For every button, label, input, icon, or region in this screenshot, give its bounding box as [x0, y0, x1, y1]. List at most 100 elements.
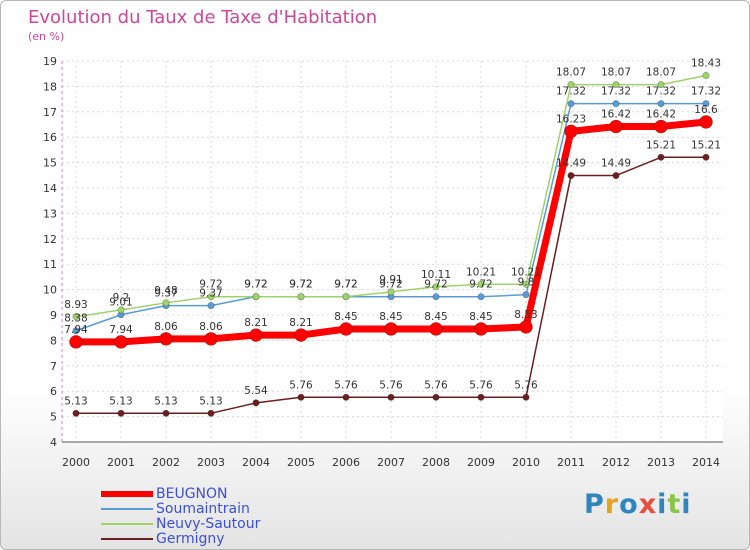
- data-label-neuvy-sautour: 9.48: [154, 285, 177, 297]
- y-tick-label: 8: [50, 334, 57, 347]
- data-point-germigny: [612, 172, 620, 180]
- y-tick-label: 17: [43, 106, 57, 119]
- data-label-neuvy-sautour: 9.91: [379, 274, 402, 286]
- data-point-soumaintrain: [477, 293, 485, 301]
- data-label-beugnon: 8.53: [514, 309, 537, 321]
- data-label-soumaintrain: 9.72: [244, 279, 267, 291]
- data-label-beugnon: 16.6: [694, 104, 718, 116]
- data-label-neuvy-sautour: 10.21: [511, 266, 541, 278]
- data-label-soumaintrain: 9.72: [469, 279, 492, 291]
- data-label-germigny: 5.76: [289, 379, 313, 391]
- data-label-beugnon: 8.21: [244, 317, 267, 329]
- legend-label: Neuvy-Sautour: [156, 516, 261, 532]
- data-point-germigny: [252, 399, 260, 407]
- x-tick-label: 2008: [422, 456, 450, 469]
- data-point-neuvy-sautour: [657, 81, 665, 89]
- data-point-soumaintrain: [72, 327, 80, 335]
- data-point-germigny: [432, 393, 440, 401]
- data-label-beugnon: 8.06: [199, 321, 223, 333]
- data-label-germigny: 14.49: [556, 158, 586, 170]
- data-point-soumaintrain: [657, 100, 665, 108]
- data-point-beugnon: [69, 335, 83, 349]
- data-point-soumaintrain: [702, 100, 710, 108]
- x-tick-label: 2002: [152, 456, 180, 469]
- legend-swatch-germigny: [101, 538, 153, 540]
- x-tick-label: 2014: [692, 456, 720, 469]
- data-label-neuvy-sautour: 18.07: [646, 67, 676, 79]
- chart-unit: (en %): [28, 30, 65, 43]
- x-tick-label: 2007: [377, 456, 405, 469]
- data-point-neuvy-sautour: [162, 299, 170, 307]
- data-point-beugnon: [384, 322, 398, 336]
- data-point-soumaintrain: [432, 293, 440, 301]
- data-point-neuvy-sautour: [612, 81, 620, 89]
- data-point-neuvy-sautour: [387, 288, 395, 296]
- data-label-soumaintrain: 9.72: [289, 279, 312, 291]
- x-tick-label: 2000: [62, 456, 90, 469]
- y-tick-label: 15: [43, 157, 57, 170]
- data-label-germigny: 15.21: [691, 139, 721, 151]
- chart-legend: BEUGNON Soumaintrain Neuvy-Sautour Germi…: [101, 487, 361, 547]
- x-tick-label: 2004: [242, 456, 270, 469]
- y-tick-label: 5: [50, 411, 57, 424]
- data-label-soumaintrain: 17.32: [646, 86, 676, 98]
- data-label-beugnon: 8.06: [154, 321, 178, 333]
- data-label-soumaintrain: 17.32: [601, 86, 631, 98]
- data-label-germigny: 5.76: [424, 379, 448, 391]
- x-tick-label: 2001: [107, 456, 135, 469]
- x-tick-label: 2011: [557, 456, 585, 469]
- data-point-soumaintrain: [207, 302, 215, 310]
- data-point-germigny: [342, 393, 350, 401]
- data-label-beugnon: 8.21: [289, 317, 312, 329]
- data-point-neuvy-sautour: [207, 293, 215, 301]
- data-point-beugnon: [114, 335, 128, 349]
- data-label-soumaintrain: 9.37: [154, 288, 177, 300]
- data-point-neuvy-sautour: [432, 283, 440, 291]
- data-label-beugnon: 8.45: [424, 311, 447, 323]
- data-point-soumaintrain: [612, 100, 620, 108]
- data-label-soumaintrain: 9.72: [424, 279, 447, 291]
- data-point-soumaintrain: [567, 100, 575, 108]
- data-point-beugnon: [159, 332, 173, 346]
- y-tick-label: 13: [43, 207, 57, 220]
- data-point-neuvy-sautour: [117, 306, 125, 314]
- legend-item-germigny: Germigny: [101, 532, 361, 547]
- data-label-germigny: 5.76: [469, 379, 493, 391]
- data-point-beugnon: [429, 322, 443, 336]
- data-point-germigny: [522, 393, 530, 401]
- legend-swatch-neuvy-sautour: [101, 523, 153, 525]
- data-point-beugnon: [474, 322, 488, 336]
- data-point-germigny: [477, 393, 485, 401]
- data-point-neuvy-sautour: [567, 81, 575, 89]
- legend-swatch-beugnon: [101, 491, 153, 497]
- data-label-germigny: 5.76: [379, 379, 403, 391]
- y-tick-label: 9: [50, 309, 57, 322]
- data-point-beugnon: [339, 322, 353, 336]
- data-point-beugnon: [519, 320, 533, 334]
- data-label-germigny: 5.13: [109, 395, 132, 407]
- data-label-soumaintrain: 9.8: [518, 277, 535, 289]
- data-label-beugnon: 7.94: [64, 324, 88, 336]
- data-label-germigny: 5.13: [199, 395, 222, 407]
- data-label-germigny: 5.13: [154, 395, 177, 407]
- data-point-soumaintrain: [522, 291, 530, 299]
- data-label-germigny: 5.13: [64, 395, 87, 407]
- data-point-neuvy-sautour: [342, 293, 350, 301]
- x-tick-label: 2010: [512, 456, 540, 469]
- legend-swatch-soumaintrain: [101, 508, 153, 510]
- data-label-beugnon: 8.45: [334, 311, 357, 323]
- data-label-beugnon: 7.94: [109, 324, 133, 336]
- data-label-germigny: 5.54: [244, 385, 268, 397]
- data-point-germigny: [567, 172, 575, 180]
- data-point-germigny: [72, 409, 80, 417]
- y-tick-label: 14: [43, 182, 57, 195]
- data-label-germigny: 15.21: [646, 139, 676, 151]
- data-label-neuvy-sautour: 18.07: [556, 67, 586, 79]
- chart-title: Evolution du Taux de Taxe d'Habitation: [28, 7, 378, 28]
- data-point-beugnon: [249, 328, 263, 342]
- data-point-beugnon: [654, 119, 668, 134]
- data-label-neuvy-sautour: 9.72: [244, 279, 267, 291]
- data-point-neuvy-sautour: [72, 313, 80, 321]
- y-tick-label: 6: [50, 385, 57, 398]
- data-label-neuvy-sautour: 9.72: [289, 279, 312, 291]
